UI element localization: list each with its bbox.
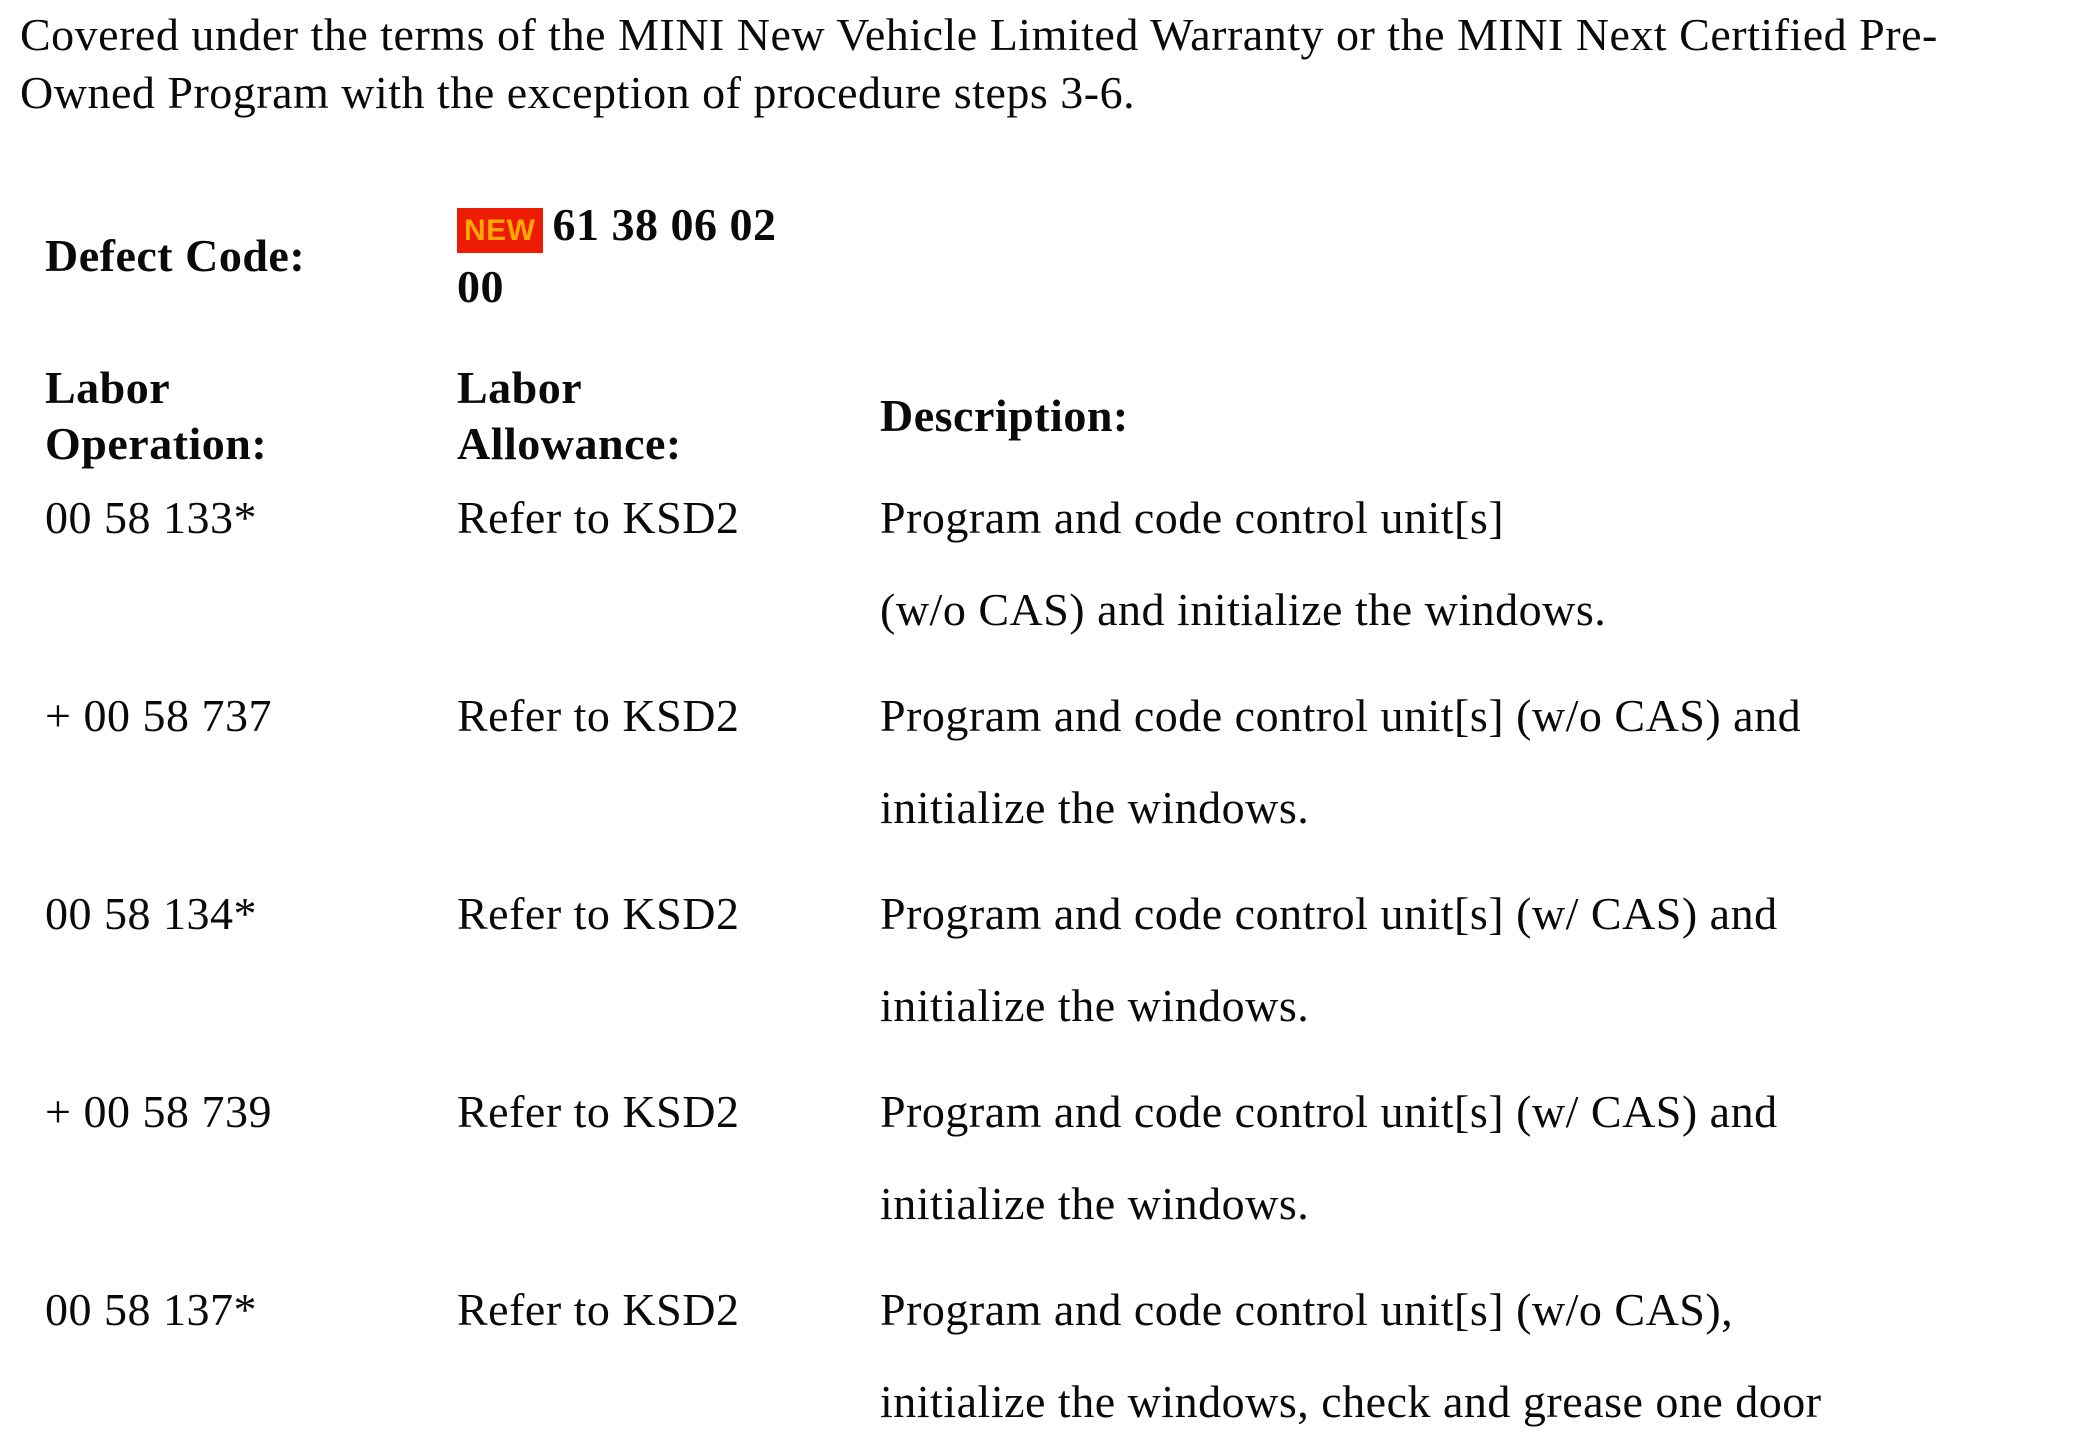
- description-cell: Program and code control unit[s] (w/o CA…: [880, 1264, 2095, 1448]
- labor-operation-cell: + 00 58 739: [45, 1086, 272, 1137]
- description-line: Program and code control unit[s] (w/ CAS…: [880, 1086, 1778, 1137]
- header-description: Description:: [880, 390, 1129, 441]
- description-line: Program and code control unit[s]: [880, 492, 1505, 543]
- labor-operation-cell: 00 58 133*: [45, 492, 257, 543]
- table-header-row: Labor Operation: Labor Allowance: Descri…: [45, 360, 2095, 472]
- defect-code-value: NEW 61 38 06 02 00: [457, 194, 817, 318]
- defect-code-row: Defect Code: NEW 61 38 06 02 00: [45, 194, 2095, 318]
- table-row: 00 58 137* Refer to KSD2 Program and cod…: [45, 1264, 2095, 1448]
- table-row: + 00 58 739 Refer to KSD2 Program and co…: [45, 1066, 2095, 1250]
- table-row: 00 58 133* Refer to KSD2 Program and cod…: [45, 472, 2095, 656]
- description-line: initialize the windows.: [880, 782, 1310, 833]
- table-row: + 00 58 737 Refer to KSD2 Program and co…: [45, 670, 2095, 854]
- description-line: initialize the windows.: [880, 1178, 1310, 1229]
- description-line: Program and code control unit[s] (w/ CAS…: [880, 888, 1778, 939]
- defect-code-label: Defect Code:: [45, 230, 306, 281]
- labor-allowance-cell: Refer to KSD2: [457, 492, 740, 543]
- description-line: Program and code control unit[s] (w/o CA…: [880, 690, 1802, 741]
- header-labor-operation: Labor Operation:: [45, 360, 457, 472]
- description-line: (w/o CAS) and initialize the windows.: [880, 584, 1607, 635]
- labor-allowance-cell: Refer to KSD2: [457, 1284, 740, 1335]
- header-labor-operation-label: Labor Operation:: [45, 362, 268, 469]
- coverage-intro-paragraph: Covered under the terms of the MINI New …: [20, 9, 1938, 118]
- defect-code-number: 61 38 06 02 00: [457, 199, 777, 312]
- header-labor-allowance: Labor Allowance:: [457, 360, 880, 472]
- description-line: initialize the windows.: [880, 980, 1310, 1031]
- table-row: 00 58 134* Refer to KSD2 Program and cod…: [45, 868, 2095, 1052]
- description-cell: Program and code control unit[s] (w/ CAS…: [880, 1066, 2095, 1250]
- description-cell: Program and code control unit[s] (w/ CAS…: [880, 868, 2095, 1052]
- header-labor-allowance-label: Labor Allowance:: [457, 362, 682, 469]
- labor-allowance-cell: Refer to KSD2: [457, 1086, 740, 1137]
- labor-operations-table: Labor Operation: Labor Allowance: Descri…: [45, 360, 2095, 1448]
- labor-operation-cell: + 00 58 737: [45, 690, 272, 741]
- description-line: Program and code control unit[s] (w/o CA…: [880, 1284, 1734, 1335]
- labor-allowance-cell: Refer to KSD2: [457, 690, 740, 741]
- description-line: initialize the windows, check and grease…: [880, 1376, 1822, 1427]
- labor-operation-cell: 00 58 137*: [45, 1284, 257, 1335]
- new-badge: NEW: [457, 208, 543, 253]
- description-cell: Program and code control unit[s] (w/o CA…: [880, 472, 2095, 656]
- description-cell: Program and code control unit[s] (w/o CA…: [880, 670, 2095, 854]
- labor-allowance-cell: Refer to KSD2: [457, 888, 740, 939]
- labor-operation-cell: 00 58 134*: [45, 888, 257, 939]
